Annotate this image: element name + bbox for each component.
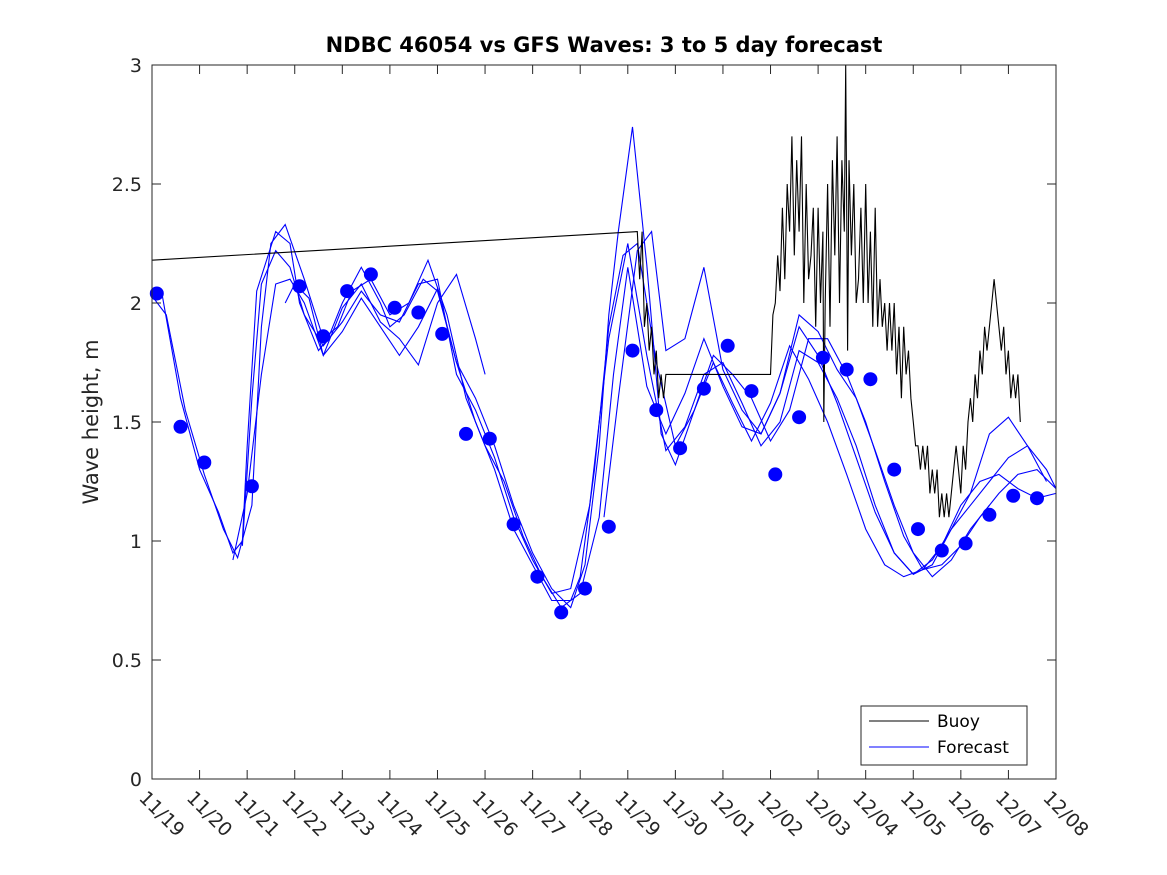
y-tick-label: 1 bbox=[130, 531, 142, 553]
forecast-point bbox=[197, 455, 212, 470]
forecast-point bbox=[530, 569, 545, 584]
y-tick-label: 1.5 bbox=[112, 412, 142, 434]
forecast-markers bbox=[149, 267, 1044, 620]
forecast-point bbox=[863, 372, 878, 387]
forecast-point bbox=[768, 467, 783, 482]
y-axis-label: Wave height, m bbox=[79, 339, 103, 504]
legend: Buoy Forecast bbox=[860, 705, 1028, 766]
forecast-point bbox=[601, 519, 616, 534]
forecast-series-line bbox=[284, 273, 486, 375]
y-tick-label: 0.5 bbox=[112, 650, 142, 672]
forecast-point bbox=[578, 581, 592, 596]
forecast-point bbox=[1030, 491, 1044, 506]
forecast-point bbox=[982, 507, 997, 522]
forecast-series-line bbox=[603, 230, 990, 578]
forecast-point bbox=[363, 267, 378, 282]
forecast-point bbox=[173, 419, 188, 434]
forecast-point bbox=[316, 329, 331, 344]
forecast-point bbox=[744, 384, 759, 399]
forecast-point bbox=[815, 350, 830, 365]
forecast-point bbox=[720, 338, 735, 353]
forecast-point bbox=[911, 522, 925, 537]
forecast-point bbox=[244, 479, 259, 494]
legend-box bbox=[860, 705, 1028, 766]
legend-buoy-label: Buoy bbox=[937, 712, 980, 732]
forecast-point bbox=[149, 286, 164, 301]
forecast-point bbox=[459, 426, 473, 441]
y-tick-label: 2 bbox=[130, 293, 142, 315]
forecast-point bbox=[506, 517, 521, 532]
forecast-point bbox=[696, 381, 711, 396]
forecast-point bbox=[435, 326, 450, 341]
forecast-point bbox=[839, 362, 854, 377]
forecast-point bbox=[482, 431, 497, 446]
forecast-point bbox=[934, 543, 949, 558]
legend-forecast-label: Forecast bbox=[937, 738, 1009, 758]
forecast-point bbox=[1006, 488, 1021, 503]
forecast-point bbox=[554, 605, 569, 620]
buoy-series-line bbox=[151, 64, 1021, 518]
chart-title: NDBC 46054 vs GFS Waves: 3 to 5 day fore… bbox=[326, 33, 883, 57]
forecast-point bbox=[292, 279, 307, 294]
y-tick-label: 3 bbox=[130, 55, 142, 77]
forecast-point bbox=[958, 536, 973, 551]
y-tick-label: 2.5 bbox=[112, 174, 142, 196]
forecast-point bbox=[673, 441, 688, 456]
forecast-lines bbox=[151, 126, 1057, 609]
forecast-series-line bbox=[232, 126, 1057, 609]
series-layer bbox=[149, 64, 1057, 620]
forecast-point bbox=[792, 410, 807, 425]
plot-area bbox=[152, 65, 1056, 779]
forecast-point bbox=[625, 343, 640, 358]
y-tick-label: 0 bbox=[130, 769, 142, 791]
forecast-point bbox=[887, 462, 902, 477]
forecast-point bbox=[649, 403, 664, 418]
forecast-point bbox=[387, 300, 402, 315]
forecast-point bbox=[411, 305, 426, 320]
forecast-series-line bbox=[241, 243, 1047, 595]
forecast-point bbox=[340, 284, 355, 299]
y-axis: 0 0.5 1 1.5 2 2.5 3 bbox=[112, 55, 1056, 791]
